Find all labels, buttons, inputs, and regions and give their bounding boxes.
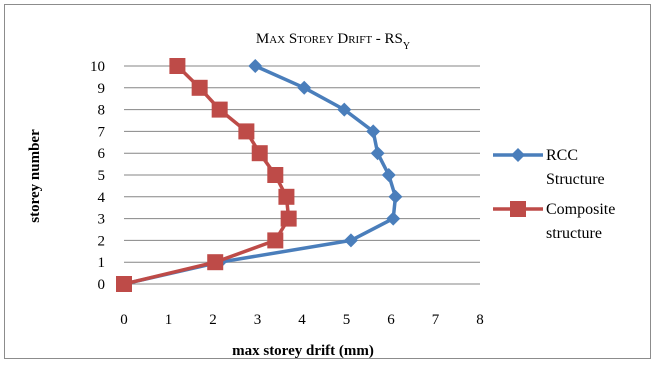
y-tick-label: 8 — [98, 103, 106, 119]
y-tick-label: 10 — [90, 59, 105, 75]
data-point — [280, 210, 297, 227]
x-tick-label: 2 — [209, 312, 217, 328]
data-point — [343, 233, 358, 248]
chart-frame — [4, 4, 651, 359]
y-tick-label: 7 — [98, 124, 106, 140]
data-point — [211, 101, 228, 118]
y-tick-label: 9 — [98, 81, 106, 97]
y-tick-label: 0 — [98, 277, 106, 293]
data-point — [388, 189, 403, 204]
data-point — [366, 124, 381, 139]
data-point — [191, 79, 208, 96]
x-axis-label: max storey drift (mm) — [232, 343, 374, 359]
x-tick-label: 8 — [476, 312, 484, 328]
legend-entry-rcc: RCC Structure — [493, 147, 605, 188]
grid-lines — [124, 65, 480, 285]
y-tick-label: 2 — [98, 233, 106, 249]
x-tick-label: 0 — [120, 312, 128, 328]
data-point — [278, 188, 295, 205]
y-tick-label: 1 — [98, 255, 106, 271]
legend: RCC Structure Composite structure — [493, 147, 615, 242]
data-point — [267, 167, 284, 183]
legend-marker — [511, 148, 525, 162]
y-axis-label: storey number — [27, 129, 43, 223]
x-tick-label: 1 — [165, 312, 173, 328]
data-point — [297, 80, 312, 95]
x-tick-labels: 0 1 2 3 4 5 6 7 8 — [120, 312, 484, 328]
legend-marker — [510, 201, 526, 217]
data-point — [337, 102, 352, 117]
x-tick-label: 6 — [387, 312, 395, 328]
data-point — [169, 58, 186, 74]
x-tick-label: 5 — [343, 312, 351, 328]
legend-entry-composite: Composite structure — [493, 201, 615, 242]
y-tick-label: 5 — [98, 168, 106, 184]
y-tick-label: 6 — [98, 146, 106, 162]
data-point — [251, 145, 268, 162]
x-tick-label: 4 — [298, 312, 306, 328]
legend-label: Composite structure — [546, 201, 615, 242]
y-tick-label: 3 — [98, 212, 106, 228]
data-point — [370, 146, 385, 161]
series-layer — [116, 58, 403, 292]
x-tick-label: 7 — [432, 312, 440, 328]
chart-title: Max Storey Drift - RSY — [256, 31, 410, 52]
data-point — [248, 59, 263, 73]
data-point — [116, 276, 132, 292]
y-tick-label: 4 — [98, 190, 106, 206]
series-composite — [116, 58, 297, 292]
data-point — [207, 254, 224, 271]
data-point — [381, 168, 396, 182]
x-tick-label: 3 — [254, 312, 262, 328]
y-tick-labels: 0 1 2 3 4 5 6 7 8 9 10 — [90, 59, 106, 293]
legend-label: RCC Structure — [546, 147, 605, 188]
data-point — [267, 232, 284, 249]
data-point — [386, 211, 401, 226]
data-point — [238, 123, 255, 140]
